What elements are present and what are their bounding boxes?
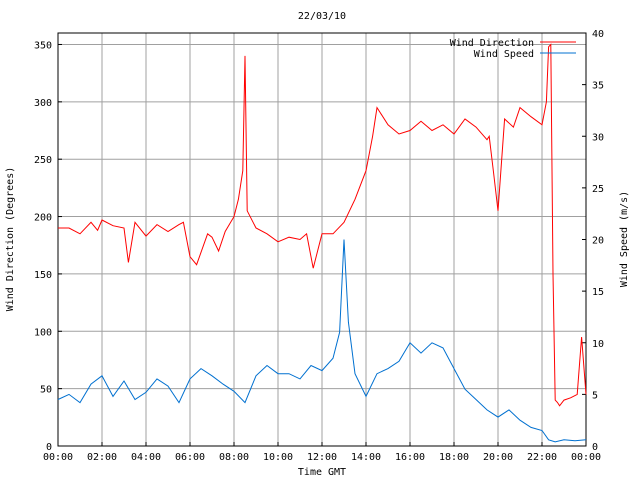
x-tick-label: 10:00 bbox=[263, 452, 293, 463]
y2-tick-label: 40 bbox=[592, 29, 604, 40]
y2-tick-label: 0 bbox=[592, 442, 598, 453]
legend-label: Wind Speed bbox=[474, 49, 534, 60]
plot-frame bbox=[57, 32, 587, 447]
series-line-wind-direction bbox=[58, 43, 587, 407]
series-line-wind-speed bbox=[57, 239, 587, 443]
y-tick-label: 350 bbox=[34, 40, 52, 51]
x-tick-label: 00:00 bbox=[571, 452, 601, 463]
x-tick-label: 06:00 bbox=[175, 452, 205, 463]
x-tick-label: 18:00 bbox=[439, 452, 469, 463]
y-tick-label: 200 bbox=[34, 213, 52, 224]
y-tick-label: 50 bbox=[40, 385, 52, 396]
grid bbox=[58, 33, 586, 446]
x-tick-label: 04:00 bbox=[131, 452, 161, 463]
x-tick-label: 02:00 bbox=[87, 452, 117, 463]
y2-tick-label: 10 bbox=[592, 339, 604, 350]
y2-axis-label: Wind Speed (m/s) bbox=[619, 191, 630, 287]
y2-tick-label: 20 bbox=[592, 236, 604, 247]
chart-title: 22/03/10 bbox=[298, 11, 346, 22]
x-tick-label: 08:00 bbox=[219, 452, 249, 463]
x-tick-label: 12:00 bbox=[307, 452, 337, 463]
y2-tick-label: 30 bbox=[592, 132, 604, 143]
y-tick-label: 150 bbox=[34, 270, 52, 281]
legend-label: Wind Direction bbox=[450, 38, 534, 49]
y2-tick-label: 5 bbox=[592, 390, 598, 401]
y-axis-label: Wind Direction (Degrees) bbox=[5, 167, 16, 312]
y2-tick-label: 15 bbox=[592, 287, 604, 298]
x-tick-label: 22:00 bbox=[527, 452, 557, 463]
x-tick-label: 20:00 bbox=[483, 452, 513, 463]
y2-tick-label: 25 bbox=[592, 184, 604, 195]
y2-tick-label: 35 bbox=[592, 81, 604, 92]
x-tick-label: 14:00 bbox=[351, 452, 381, 463]
x-tick-label: 00:00 bbox=[43, 452, 73, 463]
y-tick-label: 250 bbox=[34, 155, 52, 166]
y-tick-label: 0 bbox=[46, 442, 52, 453]
y-tick-label: 100 bbox=[34, 327, 52, 338]
x-tick-label: 16:00 bbox=[395, 452, 425, 463]
x-axis-label: Time GMT bbox=[298, 467, 346, 478]
series-lines bbox=[57, 43, 587, 443]
y-tick-label: 300 bbox=[34, 98, 52, 109]
axis-ticks: 00:00 02:00 04:00 06:00 08:00 10:00 12:00 14:00… bbox=[34, 29, 604, 463]
